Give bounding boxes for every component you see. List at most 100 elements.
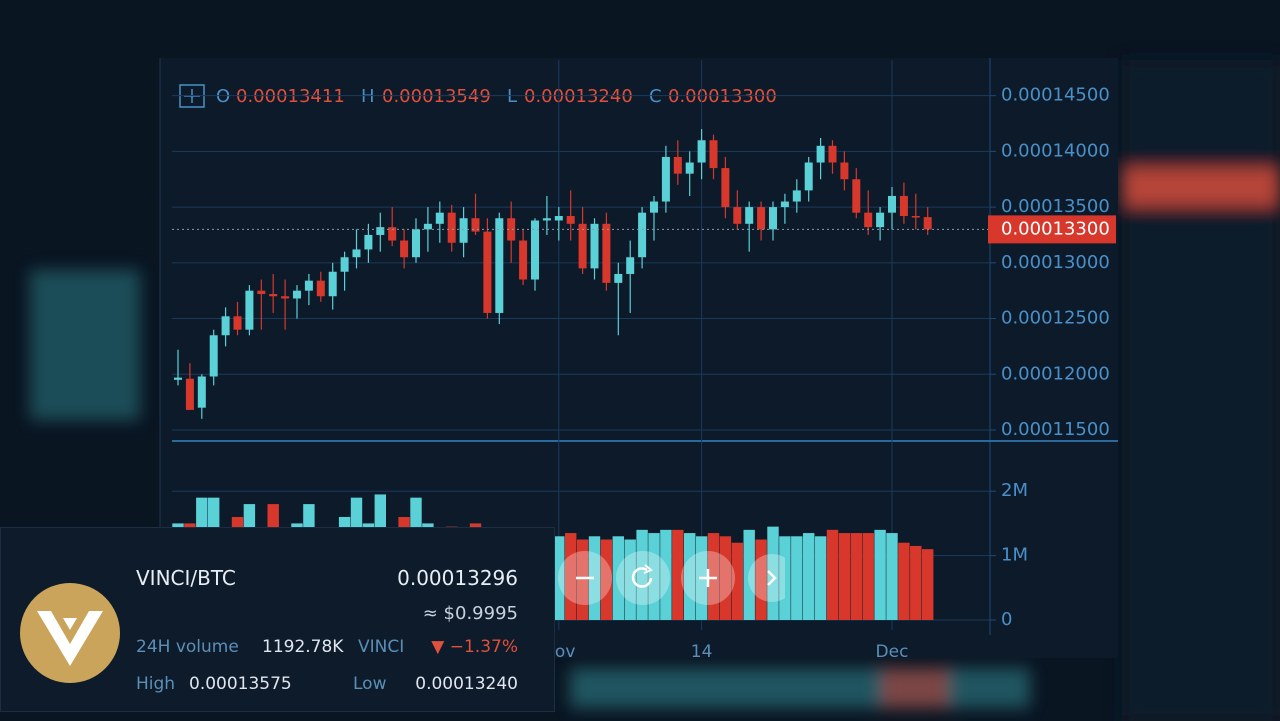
- volume-bar: [755, 539, 767, 620]
- volume-bar: [719, 536, 732, 620]
- volume-bar: [791, 536, 803, 620]
- candle-body: [316, 280, 325, 297]
- low-label: Low: [353, 674, 387, 694]
- candle-body: [840, 162, 849, 180]
- pair: VINCI/BTC: [136, 566, 236, 590]
- candle-body: [590, 223, 599, 269]
- candle-body: [650, 201, 658, 213]
- logo: [20, 583, 120, 683]
- volume-bar: [814, 536, 827, 620]
- candle-body: [209, 335, 218, 377]
- candle-body: [423, 223, 432, 230]
- candle-body: [245, 290, 254, 330]
- zoom-in-button[interactable]: [681, 551, 735, 605]
- candle-body: [638, 212, 647, 258]
- candle-body: [447, 212, 456, 243]
- candle-body: [792, 190, 801, 202]
- last-price-label: 0.00013300: [1001, 218, 1110, 239]
- volume-bar: [612, 536, 624, 620]
- candle-body: [364, 234, 373, 250]
- volume-bar: [767, 526, 779, 620]
- volume-bar: [898, 542, 910, 620]
- volume-bar: [588, 536, 601, 620]
- candle-body: [757, 207, 766, 230]
- candle-body: [554, 216, 563, 221]
- ohlc-value: 0.00013240: [524, 86, 633, 107]
- price: 0.00013296: [397, 566, 518, 590]
- candle-body: [673, 156, 682, 174]
- candle-body: [304, 280, 313, 291]
- candle-body: [174, 377, 182, 380]
- volume-bar: [743, 529, 755, 620]
- y-tick-label: 0.00014000: [1001, 140, 1110, 161]
- high: 0.00013575: [189, 674, 292, 694]
- ohlc-label: H: [361, 86, 375, 107]
- candle-body: [257, 290, 266, 295]
- candle-body: [412, 229, 420, 258]
- volume-bar: [600, 539, 613, 620]
- volume-bar: [553, 536, 565, 620]
- volume-bar: [779, 536, 791, 620]
- candle-body: [602, 223, 611, 283]
- candle-body: [388, 227, 397, 241]
- high-label: High: [136, 674, 176, 694]
- ohlc-value: 0.00013549: [382, 86, 491, 107]
- x-tick-label: 14: [691, 642, 713, 662]
- volume-bar: [910, 545, 922, 620]
- volume-bar: [684, 533, 696, 620]
- y-tick-label: 0.00012500: [1001, 308, 1110, 329]
- volume: 1192.78K: [262, 637, 344, 657]
- candle-body: [459, 218, 468, 243]
- candle-body: [923, 217, 932, 230]
- candle-body: [435, 212, 444, 224]
- y-tick-label: 1M: [1001, 545, 1028, 566]
- candle-body: [899, 195, 908, 217]
- candle-body: [566, 216, 575, 224]
- y-tick-label: 0.00011500: [1001, 419, 1110, 440]
- candle-body: [816, 145, 825, 163]
- reset-button[interactable]: [616, 551, 670, 605]
- last-price-box: [988, 215, 1116, 244]
- next-button[interactable]: [748, 554, 785, 602]
- volume-bar: [862, 533, 874, 620]
- volume-bar: [826, 529, 839, 620]
- volume-bar: [731, 542, 743, 620]
- blurred-background: [30, 60, 1280, 721]
- ohlc-value: 0.00013300: [668, 86, 777, 107]
- candle-body: [531, 220, 539, 280]
- volume-bar: [565, 533, 577, 620]
- candle-body: [293, 290, 301, 299]
- volume-bar: [576, 539, 589, 620]
- candle-body: [507, 218, 516, 241]
- candle-body: [519, 240, 528, 280]
- candle-body: [328, 271, 337, 297]
- volume-bar: [803, 533, 815, 620]
- volume-bar: [922, 549, 934, 620]
- volume-bar: [707, 533, 720, 620]
- candle-body: [697, 140, 706, 163]
- y-tick-label: 0: [1001, 609, 1012, 630]
- candle-body: [685, 162, 694, 174]
- candle-body: [911, 216, 920, 218]
- candle-body: [852, 179, 861, 213]
- candle-body: [780, 201, 789, 208]
- zoom-out-button[interactable]: [558, 551, 612, 605]
- candle-body: [626, 257, 635, 274]
- volume-bar: [648, 533, 660, 620]
- candle-body: [483, 231, 492, 313]
- candle-body: [661, 156, 670, 202]
- y-tick-label: 0.00013500: [1001, 196, 1110, 217]
- candle-body: [578, 223, 587, 269]
- candle-body: [185, 378, 194, 410]
- volume-bar: [672, 529, 684, 620]
- usd-price: ≈ $0.9995: [422, 603, 518, 624]
- ohlc-label: C: [649, 86, 662, 107]
- volume-bar: [624, 539, 636, 620]
- ohlc-label: L: [507, 86, 517, 107]
- volume-bar: [660, 529, 672, 620]
- candle-body: [281, 296, 290, 299]
- ticker-card: VINCI/BTC 0.00013296 ≈ $0.9995 24H volum…: [0, 527, 555, 712]
- candle-body: [542, 218, 551, 221]
- candle-body: [804, 162, 813, 191]
- candle-body: [888, 195, 896, 213]
